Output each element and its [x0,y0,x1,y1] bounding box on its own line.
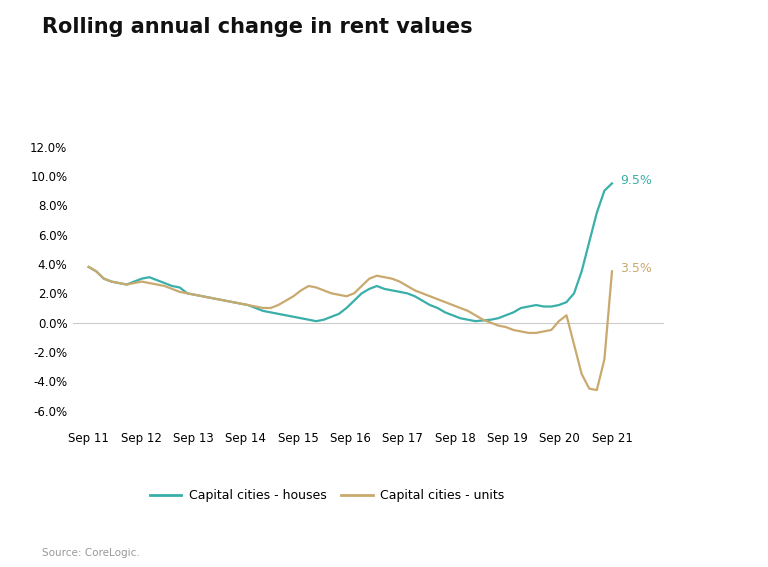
Text: 9.5%: 9.5% [621,174,652,187]
Text: Source: CoreLogic.: Source: CoreLogic. [42,548,140,558]
Text: Rolling annual change in rent values: Rolling annual change in rent values [42,17,473,37]
Text: 3.5%: 3.5% [621,262,652,275]
Legend: Capital cities - houses, Capital cities - units: Capital cities - houses, Capital cities … [145,484,509,507]
